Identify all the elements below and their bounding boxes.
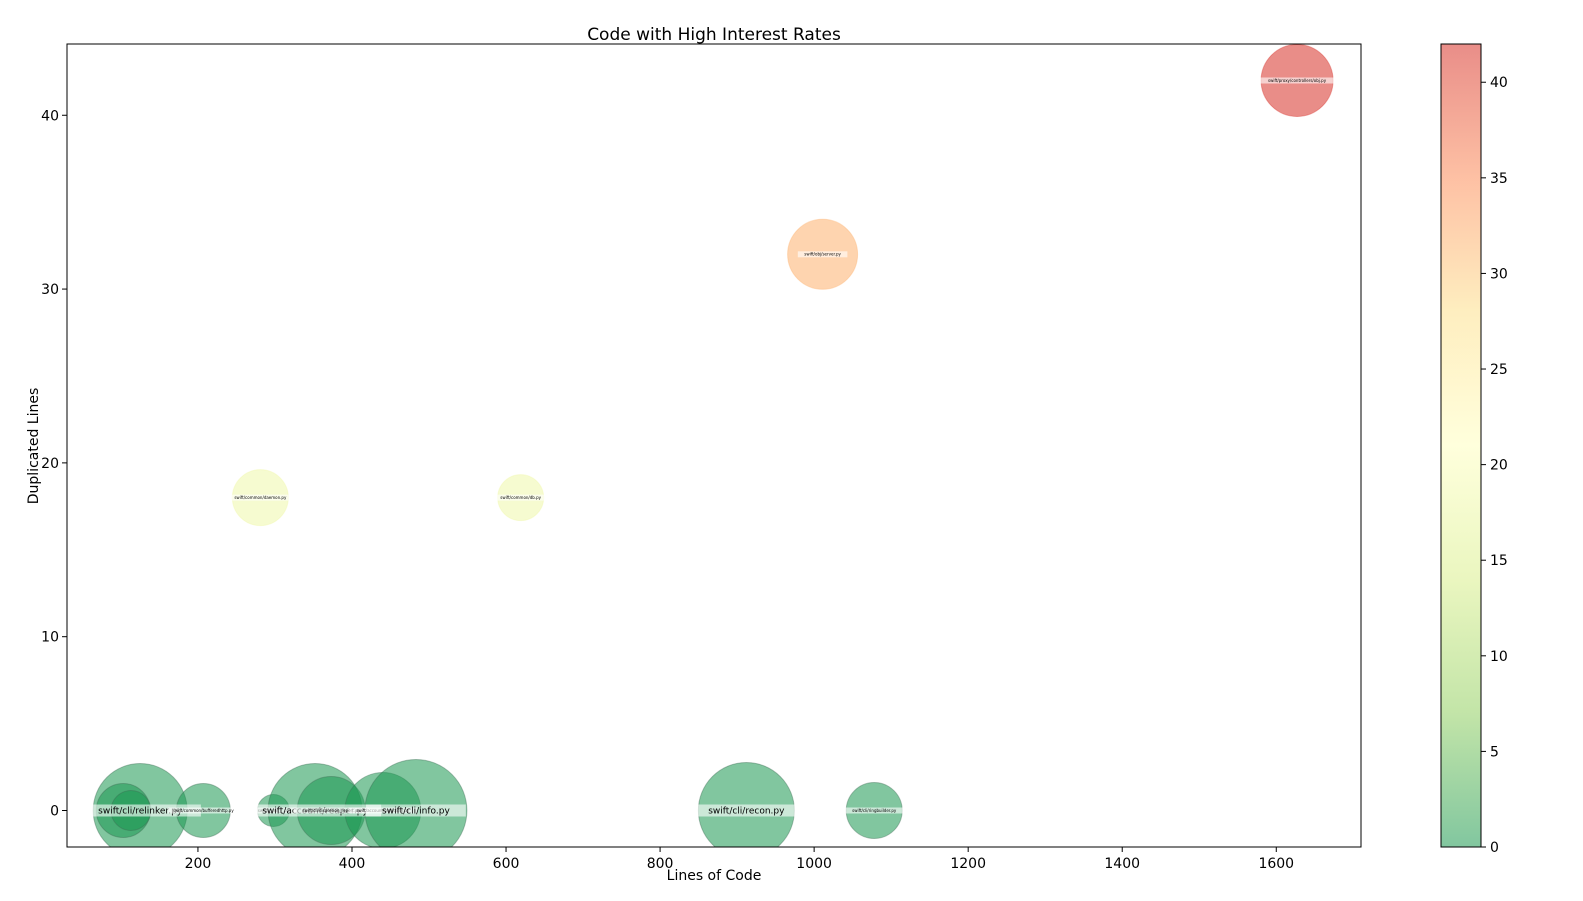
y-tick-label-3: 30 [41, 282, 59, 298]
x-tick-label-1: 400 [339, 856, 366, 872]
bubble-label-box-14 [1259, 77, 1336, 84]
x-tick-label-5: 1200 [950, 856, 986, 872]
x-tick-label-4: 1000 [796, 856, 832, 872]
colorbar-tick-label-5: 25 [1490, 362, 1508, 378]
y-axis: 0 10 20 30 40 [41, 108, 67, 820]
x-axis: 200 400 600 800 1000 1200 1400 1600 [185, 847, 1294, 872]
colorbar-tick-label-0: 0 [1490, 840, 1499, 856]
bubble-layer [92, 44, 1334, 847]
bubble-label-12: swift/common/db.py [500, 495, 541, 500]
y-tick-label-0: 0 [50, 804, 59, 820]
x-tick-label-3: 800 [647, 856, 674, 872]
bubble-label-box-3 [167, 807, 239, 814]
bubble-label-8: swift/cli/info.py [382, 807, 450, 817]
bubble-label-9: swift/cli/recon.py [708, 807, 785, 817]
bubble-label-box-13 [797, 251, 848, 258]
bubble-label-box-12 [497, 494, 545, 501]
x-tick-label-7: 1600 [1258, 856, 1294, 872]
bubble-label-box-8 [366, 804, 466, 817]
bubble-label-box-11 [231, 494, 289, 501]
plot-frame [66, 43, 1362, 848]
bubble-label-3: swift/common/bufferedhttp.py [173, 808, 234, 813]
bubble-label-box-6 [293, 807, 370, 814]
colorbar-axis: 0 5 10 15 20 25 30 35 40 [1481, 75, 1508, 856]
y-tick-label-2: 20 [41, 456, 59, 472]
x-axis-label: Lines of Code [667, 868, 762, 884]
colorbar-tick-label-6: 30 [1490, 266, 1508, 282]
y-tick-label-1: 10 [41, 630, 59, 646]
x-tick-label-0: 200 [185, 856, 212, 872]
colorbar [1440, 43, 1482, 848]
bubble-label-14: swift/proxy/controllers/obj.py [1268, 78, 1327, 83]
bubble-label-0: swift/cli/relinker.py [98, 807, 183, 817]
colorbar-tick-label-4: 20 [1490, 458, 1508, 474]
bubble-label-layer: swift/cli/relinker.pyswift/common/buffer… [79, 77, 1336, 817]
bubble-label-box-10 [843, 807, 906, 814]
bubble-label-10: swift/cli/ringbuilder.py [852, 808, 897, 813]
bubble-label-box-9 [693, 804, 799, 817]
bubble-label-13: swift/obj/server.py [804, 252, 841, 257]
x-tick-label-2: 600 [493, 856, 520, 872]
colorbar-tick-label-1: 5 [1490, 744, 1499, 760]
x-tick-label-6: 1400 [1104, 856, 1140, 872]
colorbar-tick-label-8: 40 [1490, 75, 1508, 91]
chart-title: Code with High Interest Rates [587, 25, 841, 45]
y-axis-label: Duplicated Lines [26, 388, 42, 505]
y-tick-label-4: 40 [41, 108, 59, 124]
colorbar-tick-label-7: 35 [1490, 171, 1508, 187]
bubble-label-6: swift/cli/dispersion_report.py [302, 808, 360, 813]
colorbar-tick-label-2: 10 [1490, 649, 1508, 665]
colorbar-tick-label-3: 15 [1490, 553, 1508, 569]
bubble-label-11: swift/common/daemon.py [234, 495, 287, 500]
